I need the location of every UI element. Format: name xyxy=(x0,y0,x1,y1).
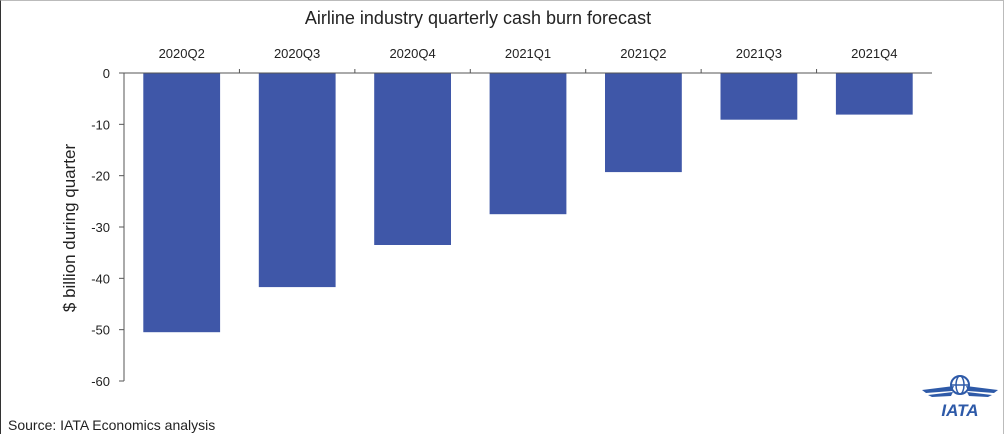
bar-2021Q1 xyxy=(489,73,567,215)
y-axis-label: $ billion during quarter xyxy=(60,144,79,313)
category-label: 2021Q3 xyxy=(736,46,782,61)
y-tick-label: -30 xyxy=(91,220,110,235)
iata-logo: IATA xyxy=(922,375,998,420)
globe-wings-icon xyxy=(922,375,998,397)
y-tick-label: -20 xyxy=(91,169,110,184)
category-label: 2021Q2 xyxy=(620,46,666,61)
bar-2021Q4 xyxy=(835,73,913,115)
category-label: 2020Q4 xyxy=(389,46,435,61)
y-tick-label: -40 xyxy=(91,271,110,286)
category-label: 2021Q1 xyxy=(505,46,551,61)
bar-2020Q4 xyxy=(374,73,451,245)
source-note: Source: IATA Economics analysis xyxy=(8,417,216,433)
y-tick-label: 0 xyxy=(103,66,110,81)
category-label: 2020Q2 xyxy=(159,46,205,61)
y-tick-label: -10 xyxy=(91,117,110,132)
bar-2021Q2 xyxy=(605,73,682,173)
chart-title: Airline industry quarterly cash burn for… xyxy=(305,8,651,28)
y-tick-label: -50 xyxy=(91,323,110,338)
bar-2020Q2 xyxy=(143,73,221,333)
bar-2021Q3 xyxy=(720,73,798,120)
y-tick-label: -60 xyxy=(91,374,110,389)
bar-2020Q3 xyxy=(258,73,336,288)
category-label: 2020Q3 xyxy=(274,46,320,61)
category-label: 2021Q4 xyxy=(851,46,897,61)
logo-text: IATA xyxy=(941,401,978,420)
